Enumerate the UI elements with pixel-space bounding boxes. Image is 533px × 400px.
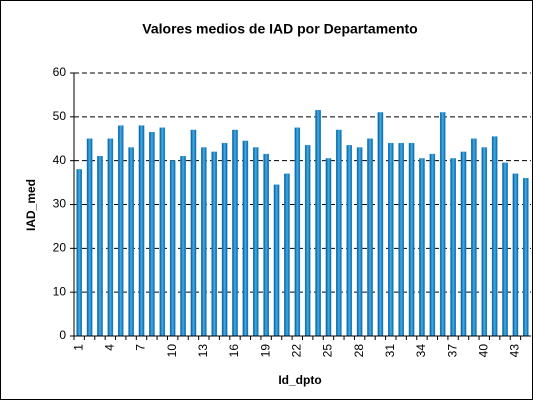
- bar: [211, 151, 218, 337]
- bar: [481, 147, 488, 337]
- bar: [336, 129, 342, 337]
- bar: [450, 158, 456, 337]
- x-tick-label: 28: [352, 344, 366, 358]
- x-tick-label: 19: [258, 344, 272, 358]
- bar: [429, 153, 436, 337]
- x-tick-label: 22: [289, 344, 303, 358]
- bar: [367, 138, 373, 337]
- bar: [242, 140, 249, 337]
- bar: [523, 177, 529, 337]
- x-tick-label: 43: [508, 344, 522, 358]
- y-tick-label: 10: [53, 284, 67, 298]
- bar: [273, 184, 280, 337]
- x-tick-label: 10: [165, 344, 179, 358]
- bar: [315, 110, 321, 337]
- x-axis-label: Id_dpto: [278, 373, 321, 387]
- x-tick-label: 4: [103, 344, 117, 351]
- bar: [86, 138, 93, 337]
- bar: [138, 125, 145, 337]
- x-tick-label: 40: [476, 344, 490, 358]
- x-tick-label: 7: [134, 344, 148, 351]
- x-tick-label: 13: [196, 344, 210, 358]
- bar: [97, 156, 103, 337]
- bar: [471, 138, 477, 337]
- bar: [387, 142, 394, 337]
- bar: [398, 142, 404, 337]
- bar: [107, 138, 114, 337]
- y-tick-label: 50: [53, 109, 67, 123]
- y-tick-label: 20: [53, 241, 67, 255]
- chart-title: Valores medios de IAD por Departamento: [142, 21, 417, 37]
- x-tick-label: 1: [71, 344, 85, 351]
- bar: [221, 142, 228, 337]
- bar: [304, 145, 311, 337]
- bar: [190, 129, 197, 337]
- bar: [149, 131, 155, 337]
- y-axis-label: IAD_med: [24, 179, 38, 231]
- x-tick-label: 16: [227, 344, 241, 358]
- bar: [284, 173, 290, 337]
- x-tick-label: 25: [321, 344, 335, 358]
- bar: [325, 158, 332, 337]
- bar: [117, 125, 124, 337]
- bar: [232, 129, 238, 337]
- bar: [346, 145, 353, 337]
- bar: [460, 151, 467, 337]
- bar: [201, 147, 207, 337]
- bar: [169, 160, 176, 337]
- bar: [76, 169, 82, 337]
- bar: [512, 173, 519, 337]
- bar: [294, 127, 301, 337]
- bar: [502, 162, 508, 337]
- bar: [408, 142, 415, 337]
- bar: [263, 153, 269, 337]
- y-tick-label: 30: [53, 197, 67, 211]
- y-tick-label: 0: [59, 328, 66, 342]
- y-tick-label: 60: [53, 65, 67, 79]
- bar: [159, 127, 166, 337]
- x-tick-label: 34: [414, 344, 428, 358]
- x-tick-label: 31: [383, 344, 397, 358]
- bar: [252, 147, 259, 337]
- bar: [439, 112, 446, 337]
- y-tick-label: 40: [53, 153, 67, 167]
- bar: [128, 147, 134, 337]
- bar: [419, 158, 425, 337]
- bar: [491, 136, 498, 337]
- bar: [356, 147, 363, 337]
- bar: [377, 112, 384, 337]
- bar: [180, 156, 186, 337]
- x-tick-label: 37: [445, 344, 459, 358]
